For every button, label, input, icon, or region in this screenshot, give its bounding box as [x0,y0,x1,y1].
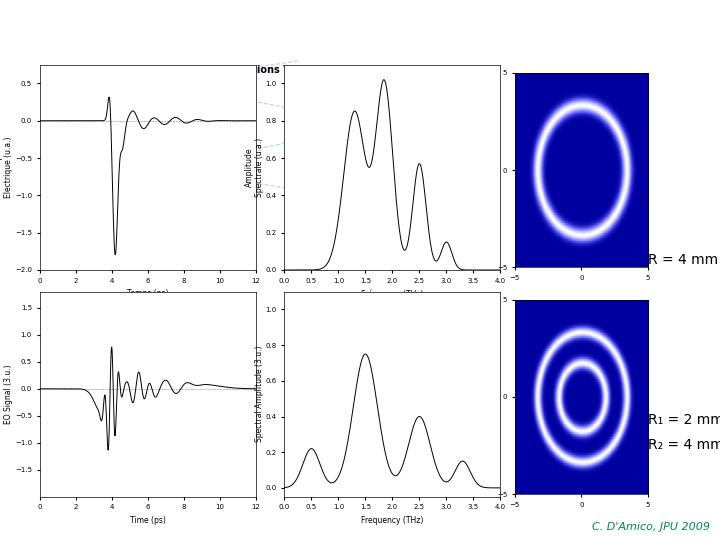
Ellipse shape [131,78,159,173]
X-axis label: Temps (ps): Temps (ps) [127,289,168,298]
X-axis label: Time (ps): Time (ps) [130,516,166,525]
Ellipse shape [138,94,152,157]
Y-axis label: EO Signal (3.u.): EO Signal (3.u.) [4,364,14,424]
X-axis label: Frequency (THz): Frequency (THz) [361,516,423,525]
Text: R₂ = 4 mm: R₂ = 4 mm [648,438,720,452]
Text: C. D'Amico, JPU 2009: C. D'Amico, JPU 2009 [592,522,710,532]
Y-axis label: Amplitude
Spectrale (u.a.): Amplitude Spectrale (u.a.) [245,138,264,197]
Text: R = 4 mm: R = 4 mm [648,253,718,267]
Text: Z = 4 cm: Z = 4 cm [390,80,487,100]
Text: Mise en forme spectrale et spatiale des impulsions THz: Mise en forme spectrale et spatiale des … [34,10,686,30]
Text: R₁ = 2 mm: R₁ = 2 mm [648,413,720,427]
Text: $\frac{1}{2}$: $\frac{1}{2}$ [310,116,316,134]
Y-axis label: Champ
Electrique (u.a.): Champ Electrique (u.a.) [0,137,14,198]
Bar [298,100,305,140]
Text: Impulsions THz: Impulsions THz [220,65,304,76]
X-axis label: Fréquence (THz): Fréquence (THz) [361,289,423,299]
Y-axis label: Spectral Amplitude (3.u.): Spectral Amplitude (3.u.) [255,346,264,442]
Bar [115,71,175,180]
